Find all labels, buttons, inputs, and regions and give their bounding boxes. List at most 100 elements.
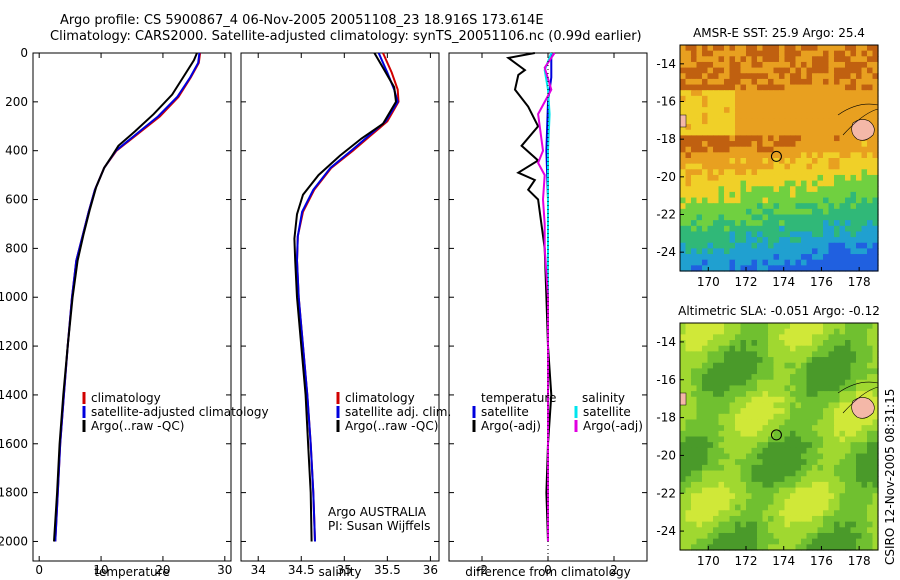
- map-cell: [801, 532, 808, 540]
- map-cell: [768, 61, 775, 69]
- map-cell: [806, 447, 813, 455]
- map-cell: [790, 396, 797, 404]
- map-cell: [784, 225, 791, 233]
- map-cell: [707, 351, 714, 358]
- map-cell: [801, 118, 808, 125]
- map-cell: [850, 101, 857, 108]
- map-cell: [795, 408, 802, 415]
- map-cell: [740, 340, 747, 347]
- map-cell: [839, 225, 846, 233]
- map-cell: [724, 56, 731, 63]
- map-cell: [812, 203, 819, 210]
- map-cell: [823, 50, 830, 57]
- map-cell: [834, 402, 841, 409]
- map-cell: [718, 237, 725, 244]
- map-cell: [768, 487, 775, 494]
- map-cell: [740, 498, 747, 506]
- map-cell: [751, 208, 758, 216]
- map-cell: [834, 242, 841, 249]
- map-cell: [751, 357, 758, 364]
- map-cell: [817, 340, 824, 347]
- map-cell: [867, 248, 874, 255]
- map-cell: [823, 169, 830, 176]
- x-axis-label: salinity: [318, 565, 361, 579]
- map-cell: [751, 498, 758, 506]
- map-cell: [773, 464, 780, 472]
- map-cell: [790, 158, 797, 165]
- map-cell: [691, 107, 698, 114]
- plot-frame: [32, 52, 232, 562]
- map-cell: [867, 464, 874, 472]
- map-cell: [779, 90, 786, 97]
- map-cell: [724, 220, 731, 227]
- series-line-satellite: [54, 52, 201, 542]
- map-cell: [790, 197, 797, 204]
- map-cell: [834, 265, 841, 272]
- map-cell: [784, 408, 791, 415]
- map-cell: [845, 265, 852, 272]
- map-cell: [856, 470, 863, 477]
- map-cell: [680, 186, 687, 193]
- map-cell: [784, 419, 791, 426]
- map-cell: [779, 50, 786, 57]
- map-cell: [718, 515, 725, 523]
- map-cell: [861, 476, 868, 483]
- map-cell: [856, 487, 863, 494]
- map-cell: [685, 237, 692, 244]
- map-cell: [685, 118, 692, 125]
- map-cell: [828, 459, 835, 466]
- map-cell: [768, 56, 775, 63]
- map-cell: [795, 538, 802, 545]
- map-cell: [790, 186, 797, 193]
- map-cell: [696, 220, 703, 227]
- map-cell: [680, 374, 687, 381]
- map-cell: [751, 340, 758, 347]
- map-cell: [801, 396, 808, 404]
- map-cell: [872, 408, 879, 415]
- map-cell: [812, 527, 819, 534]
- map-cell: [751, 532, 758, 540]
- map-cell: [845, 78, 852, 86]
- map-cell: [691, 362, 698, 369]
- map-cell: [768, 538, 775, 545]
- map-cell: [729, 419, 736, 426]
- map-cell: [729, 254, 736, 261]
- map-cell: [718, 532, 725, 540]
- series-line-argo: [293, 52, 398, 542]
- map-cell: [828, 391, 835, 398]
- map-cell: [707, 521, 714, 528]
- map-cell: [768, 470, 775, 477]
- map-cell: [773, 487, 780, 494]
- map-cell: [762, 504, 769, 511]
- map-cell: [806, 180, 813, 187]
- map-cell: [861, 504, 868, 511]
- map-cell: [872, 464, 879, 472]
- series-line-satellite: [295, 52, 399, 542]
- map-cell: [751, 419, 758, 426]
- map-cell: [850, 254, 857, 261]
- map-cell: [784, 385, 791, 392]
- map-cell: [867, 73, 874, 80]
- map-cell: [872, 73, 879, 80]
- map-cell: [834, 464, 841, 472]
- map-cell: [746, 197, 753, 204]
- map-cell: [713, 84, 720, 91]
- y-tick-label: -24: [656, 245, 676, 259]
- map-cell: [839, 385, 846, 392]
- map-cell: [751, 470, 758, 477]
- map-cell: [845, 464, 852, 472]
- map-cell: [696, 56, 703, 63]
- map-cell: [795, 345, 802, 352]
- map-cell: [872, 129, 879, 136]
- map-cell: [856, 459, 863, 466]
- map-cell: [751, 515, 758, 523]
- y-tick-label: -14: [656, 335, 676, 349]
- map-cell: [680, 340, 687, 347]
- map-cell: [707, 84, 714, 91]
- map-cell: [680, 107, 687, 114]
- map-cell: [795, 180, 802, 187]
- map-cell: [713, 152, 720, 159]
- map-cell: [707, 481, 714, 489]
- map-cell: [779, 504, 786, 511]
- map-cell: [691, 453, 698, 460]
